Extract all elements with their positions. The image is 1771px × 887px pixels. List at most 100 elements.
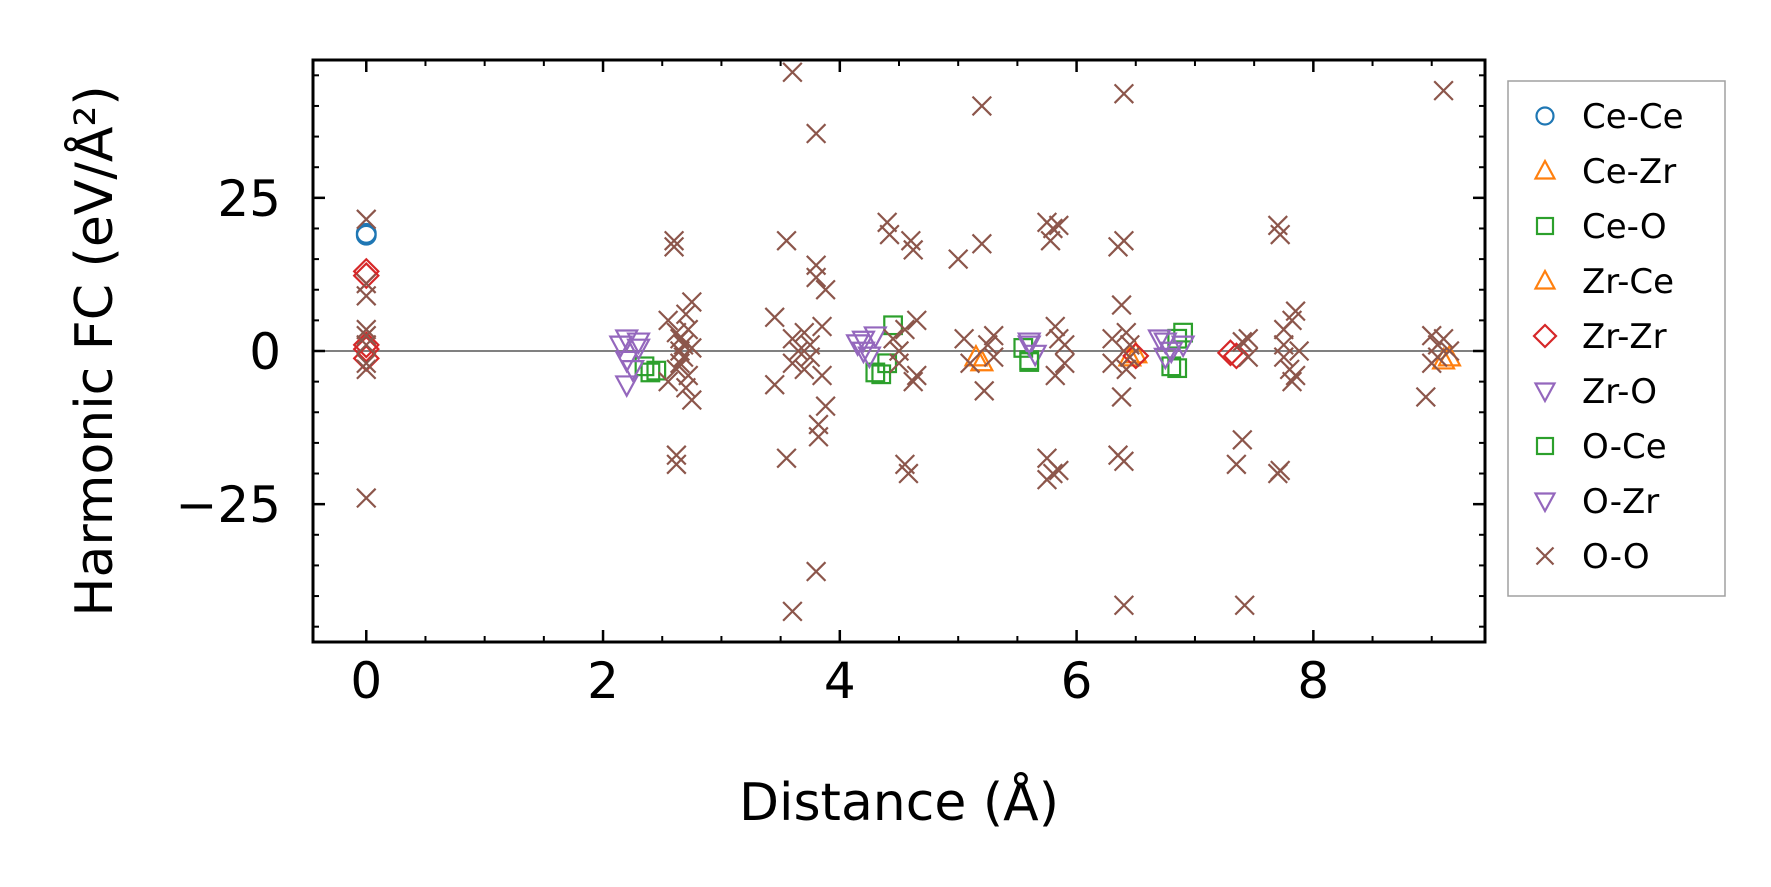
data-point [356,273,377,294]
data-point [782,62,803,83]
legend-marker [1535,106,1555,126]
legend-items: Ce-Ce Ce-Zr Ce-O Zr-Ce Zr-Zr Zr-O O-Ce O-Zr O-O [1532,97,1684,577]
data-point [1113,230,1135,251]
legend-marker [1533,492,1557,514]
legend-item: Zr-Zr [1532,317,1667,357]
x-tick-label: 0 [350,652,382,710]
data-point [851,330,876,354]
data-point [888,353,910,374]
data-point [658,310,679,331]
legend-label: Ce-Zr [1582,152,1676,192]
data-point [806,267,827,288]
data-point [1439,340,1460,362]
data-marks [313,62,1485,622]
data-point [1113,595,1135,616]
data-point [776,448,797,469]
data-point [1054,353,1075,374]
data-point [663,236,685,257]
data-point [1421,325,1442,346]
data-point [1289,340,1310,362]
data-point [681,337,702,359]
data-point [352,331,380,359]
data-point [882,328,904,349]
data-point [1433,328,1454,349]
data-point [879,224,900,245]
data-point [877,212,898,233]
data-point [815,279,836,300]
x-tick-label: 6 [1061,652,1093,710]
data-point [1101,328,1123,349]
x-axis-label: Distance (Å) [739,771,1059,833]
data-point [1238,328,1259,349]
data-point [977,334,998,356]
data-point [959,353,981,374]
legend-label: Ce-Ce [1582,97,1684,137]
legend-label: Ce-O [1582,207,1667,247]
data-point [646,360,667,381]
legend-marker [1533,382,1557,404]
data-point [1116,322,1137,343]
y-axis-label: Harmonic FC (eV/Å²) [63,85,125,616]
legend-item: Zr-O [1533,372,1657,412]
data-point [1113,83,1135,104]
y-tick-label: 0 [249,323,281,381]
data-point [1285,301,1306,322]
data-point [634,356,655,377]
data-point [626,338,651,362]
data-point [1147,329,1172,353]
data-point [794,359,815,380]
legend-item: Ce-Zr [1533,152,1676,192]
data-point [983,346,1004,368]
data-point [808,426,829,447]
data-point [794,322,815,343]
data-point [666,454,687,475]
data-point [681,389,702,411]
y-tick-label: 25 [217,170,281,228]
data-point [815,396,836,417]
data-point [800,346,821,368]
data-point [764,374,785,395]
data-point [669,340,691,362]
data-point [355,224,377,246]
data-point [811,365,833,386]
legend-label: Zr-O [1582,372,1657,412]
y-tick-label: −25 [175,476,281,534]
data-point [806,561,827,582]
data-point [1048,215,1069,236]
data-point [788,340,809,362]
data-point [356,334,377,356]
data-point [1122,342,1150,370]
legend-marker [1533,158,1557,180]
x-tick-label: 4 [824,652,856,710]
data-point [678,319,699,340]
data-point [863,326,888,349]
data-point [983,325,1004,346]
data-point [675,377,697,398]
data-point [1045,316,1066,337]
series-Ce-Ce [355,222,377,246]
legend-item: Ce-O [1535,207,1667,247]
data-point [1226,454,1247,475]
legend-marker [1535,546,1555,566]
data-point [1042,218,1064,239]
data-point [614,375,640,399]
data-point [971,233,992,254]
legend-marker [1532,323,1558,349]
legend-item: O-Ce [1535,427,1667,467]
legend-label: Zr-Ce [1582,262,1674,302]
data-point [626,332,651,356]
data-point [1113,451,1135,472]
data-point [1232,429,1253,450]
data-point [903,239,924,261]
data-point [658,371,679,392]
data-point [1281,371,1303,392]
data-point [1232,331,1253,352]
data-point [1285,365,1306,386]
data-point [782,601,803,622]
data-point [1048,460,1069,481]
data-point [903,371,924,392]
legend-marker [1535,436,1555,456]
series-O-O [356,62,1460,622]
data-point [1167,358,1188,379]
